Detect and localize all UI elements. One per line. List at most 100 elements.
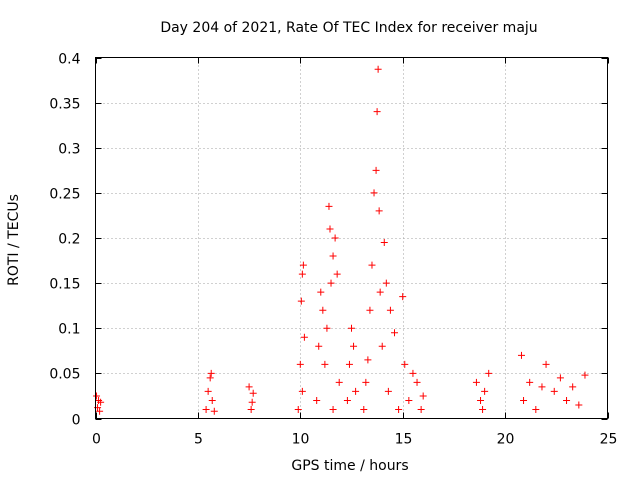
plot-frame (95, 57, 608, 419)
x-axis-label: GPS time / hours (291, 458, 408, 474)
data-point (485, 369, 493, 377)
data-point (206, 374, 214, 382)
data-point (247, 405, 255, 413)
data-point (526, 378, 534, 386)
data-point (409, 369, 417, 377)
data-point (405, 396, 413, 404)
data-point (366, 306, 374, 314)
data-point (538, 383, 546, 391)
y-tick-label: 0.15 (49, 277, 80, 293)
y-tick-label: 0.05 (49, 367, 80, 383)
data-point (517, 351, 525, 359)
data-point (348, 324, 355, 332)
data-point (210, 407, 218, 415)
data-point (329, 405, 337, 413)
data-point (300, 333, 308, 341)
data-point (329, 252, 337, 260)
data-point (399, 293, 407, 301)
data-point (386, 306, 394, 314)
y-axis-ticks: 0 0.05 0.1 0.15 0.2 0.25 0.3 0.35 0.4 (49, 52, 608, 429)
data-point (532, 405, 540, 413)
data-point (326, 225, 334, 233)
data-point (325, 202, 333, 210)
data-point (298, 387, 306, 395)
y-tick-label: 0.1 (58, 322, 80, 338)
data-point (384, 387, 392, 395)
data-point (327, 279, 335, 287)
y-tick-label: 0.4 (58, 52, 80, 68)
x-tick-label: 0 (92, 432, 101, 448)
data-point (296, 360, 304, 368)
data-point (350, 342, 358, 350)
data-point (315, 342, 323, 350)
data-point (401, 360, 409, 368)
data-point (333, 270, 341, 278)
x-tick-label: 5 (194, 432, 203, 448)
data-point (581, 371, 589, 379)
data-point (362, 378, 370, 386)
data-point (370, 189, 378, 197)
y-tick-label: 0.35 (49, 97, 80, 113)
data-point (542, 360, 550, 368)
data-point (204, 387, 212, 395)
data-point (331, 234, 339, 242)
data-point (345, 360, 353, 368)
data-point (376, 288, 384, 296)
data-point (372, 166, 380, 174)
data-point (419, 392, 427, 400)
data-point (575, 401, 583, 409)
data-point (477, 396, 485, 404)
data-point (93, 392, 101, 400)
data-point (382, 279, 390, 287)
data-point (313, 396, 321, 404)
data-point (375, 207, 383, 215)
x-tick-label: 25 (600, 432, 618, 448)
data-point (479, 405, 487, 413)
chart-title: Day 204 of 2021, Rate Of TEC Index for r… (160, 20, 537, 36)
data-point (298, 270, 306, 278)
y-tick-label: 0.2 (58, 232, 80, 248)
x-axis-ticks: 0 5 10 15 20 25 (92, 57, 618, 448)
data-point (97, 398, 105, 406)
data-point (249, 389, 257, 397)
data-point (323, 324, 331, 332)
data-point (317, 288, 325, 296)
x-tick-label: 15 (395, 432, 413, 448)
data-point (321, 360, 329, 368)
y-tick-label: 0.25 (49, 187, 80, 203)
data-point (391, 329, 399, 337)
data-point (343, 396, 351, 404)
data-point (374, 65, 382, 73)
x-tick-label: 20 (497, 432, 515, 448)
data-point (556, 374, 564, 382)
data-point (207, 369, 215, 377)
data-point (352, 387, 360, 395)
data-point (248, 398, 256, 406)
data-point (417, 405, 425, 413)
data-point (294, 405, 302, 413)
x-tick-label: 10 (292, 432, 310, 448)
data-point (569, 383, 577, 391)
data-point (360, 405, 368, 413)
data-points (93, 65, 589, 415)
y-axis-label: ROTI / TECUs (6, 194, 22, 286)
data-point (472, 378, 480, 386)
data-point (208, 396, 216, 404)
data-point (413, 378, 421, 386)
data-point (520, 396, 528, 404)
data-point (378, 342, 386, 350)
data-point (202, 405, 210, 413)
data-point (380, 239, 388, 247)
y-tick-label: 0.3 (58, 142, 80, 158)
data-point (550, 387, 558, 395)
data-point (481, 387, 489, 395)
y-tick-label: 0 (72, 413, 81, 429)
data-point (319, 306, 327, 314)
data-point (364, 356, 372, 364)
data-point (96, 407, 104, 415)
data-point (299, 261, 307, 269)
data-point (297, 297, 305, 305)
data-point (395, 405, 403, 413)
data-point (335, 378, 343, 386)
